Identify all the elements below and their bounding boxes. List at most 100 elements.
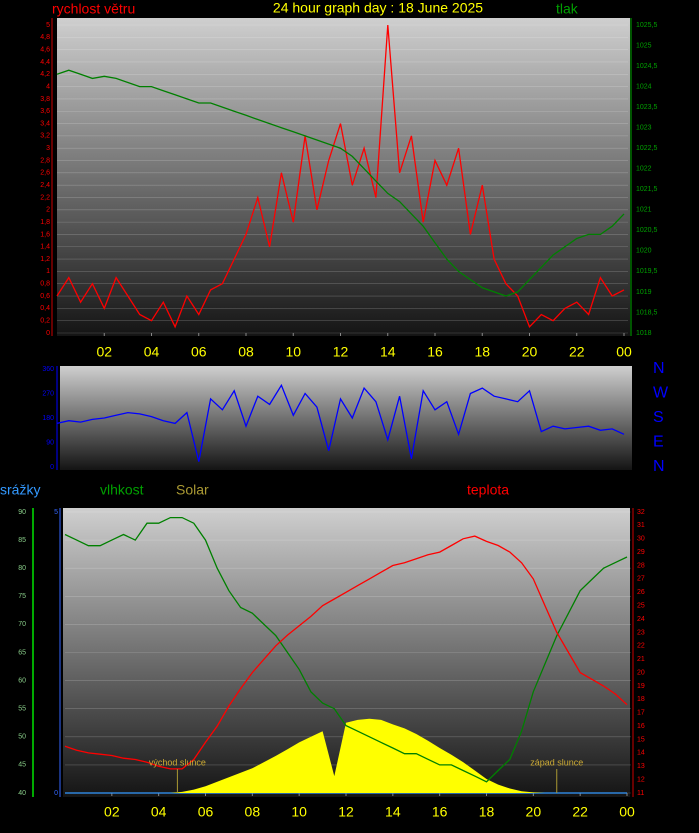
legend-label: rychlost větru	[52, 1, 135, 17]
annotation: východ slunce	[149, 757, 206, 767]
y-tick-label: 5	[46, 22, 50, 29]
x-tick-label: 08	[245, 804, 261, 820]
legend-label: vlhkost	[100, 482, 144, 498]
y-tick-label: 17	[637, 710, 645, 717]
plot-area	[60, 366, 632, 470]
y-tick-label: 31	[637, 522, 645, 529]
y-tick-label: 1024,5	[636, 63, 658, 70]
y-tick-label: 85	[18, 537, 26, 544]
y-tick-label: S	[653, 409, 664, 426]
y-tick-label: 55	[18, 706, 26, 713]
line	[56, 383, 625, 462]
y-tick-label: N	[653, 360, 665, 377]
x-tick-label: 20	[522, 344, 538, 360]
y-tick-label: 180	[42, 415, 54, 422]
y-tick-label: 1,4	[40, 244, 50, 251]
y-tick-label: 1,2	[40, 256, 50, 263]
y-tick-label: 1021,5	[636, 186, 658, 193]
y-tick-label: 1019	[636, 289, 652, 296]
y-tick-label: 28	[637, 562, 645, 569]
y-tick-label: 2,2	[40, 194, 50, 201]
y-tick-label: 30	[637, 536, 645, 543]
y-tick-label: 45	[18, 762, 26, 769]
y-tick-label: 1020,5	[636, 227, 658, 234]
y-tick-label: 0,8	[40, 281, 50, 288]
y-tick-label: 26	[637, 589, 645, 596]
y-tick-label: 4	[46, 83, 50, 90]
line	[64, 535, 628, 770]
y-tick-label: 3,2	[40, 133, 50, 140]
y-tick-label: 15	[637, 736, 645, 743]
y-tick-label: 90	[46, 439, 54, 446]
y-tick-label: 1,6	[40, 231, 50, 238]
y-tick-label: N	[653, 458, 665, 475]
x-tick-label: 02	[96, 344, 112, 360]
y-tick-label: 1,8	[40, 219, 50, 226]
y-tick-label: 1024	[636, 83, 652, 90]
y-tick-label: 25	[637, 603, 645, 610]
legend-label: Solar	[176, 482, 209, 498]
y-tick-label: 60	[18, 677, 26, 684]
x-tick-label: 10	[291, 804, 307, 820]
x-tick-label: 00	[619, 804, 635, 820]
y-tick-label: 1023,5	[636, 104, 658, 111]
x-tick-label: 20	[526, 804, 542, 820]
x-tick-label: 22	[569, 344, 585, 360]
y-tick-label: 2,8	[40, 157, 50, 164]
y-tick-label: 11	[637, 790, 644, 797]
y-tick-label: 18	[637, 696, 645, 703]
x-tick-label: 02	[104, 804, 120, 820]
y-tick-label: 32	[637, 509, 645, 516]
y-tick-label: 12	[637, 776, 645, 783]
x-tick-label: 12	[338, 804, 354, 820]
y-tick-label: E	[653, 434, 664, 451]
y-tick-label: 5	[54, 509, 58, 516]
y-tick-label: 360	[42, 366, 54, 373]
y-tick-label: 0	[46, 330, 50, 337]
y-tick-label: 75	[18, 593, 26, 600]
y-tick-label: 4,8	[40, 34, 50, 41]
x-tick-label: 14	[385, 804, 401, 820]
y-tick-label: 90	[18, 509, 26, 516]
line	[56, 24, 625, 329]
x-tick-label: 22	[572, 804, 588, 820]
y-tick-label: 1	[46, 268, 50, 275]
y-tick-label: 50	[18, 734, 26, 741]
y-tick-label: 70	[18, 621, 26, 628]
chart-title: 24 hour graph day : 18 June 2025	[273, 0, 483, 16]
y-tick-label: 0	[50, 464, 54, 471]
y-tick-label: 2,4	[40, 182, 50, 189]
y-tick-label: 14	[637, 750, 645, 757]
y-tick-label: W	[653, 385, 669, 402]
x-tick-label: 18	[474, 344, 490, 360]
line	[64, 516, 628, 783]
y-tick-label: 1022,5	[636, 145, 658, 152]
x-tick-label: 04	[151, 804, 167, 820]
y-tick-label: 3	[46, 145, 50, 152]
y-tick-label: 1020	[636, 248, 652, 255]
x-tick-label: 10	[285, 344, 301, 360]
y-tick-label: 29	[637, 549, 645, 556]
y-tick-label: 22	[637, 643, 645, 650]
x-tick-label: 04	[144, 344, 160, 360]
y-tick-label: 3,6	[40, 108, 50, 115]
line	[56, 69, 625, 297]
y-tick-label: 65	[18, 649, 26, 656]
x-tick-label: 06	[191, 344, 207, 360]
y-tick-label: 3,8	[40, 96, 50, 103]
plot-area	[57, 18, 630, 336]
y-tick-label: 4,6	[40, 46, 50, 53]
y-tick-label: 1025,5	[636, 22, 658, 29]
y-tick-label: 80	[18, 565, 26, 572]
area	[65, 718, 627, 793]
x-tick-label: 06	[198, 804, 214, 820]
y-tick-label: 0,2	[40, 318, 50, 325]
y-tick-label: 4,2	[40, 71, 50, 78]
y-tick-label: 0,4	[40, 305, 50, 312]
x-tick-label: 18	[479, 804, 495, 820]
x-tick-label: 16	[427, 344, 443, 360]
legend-label: srážky	[0, 482, 40, 498]
y-tick-label: 2	[46, 207, 50, 214]
